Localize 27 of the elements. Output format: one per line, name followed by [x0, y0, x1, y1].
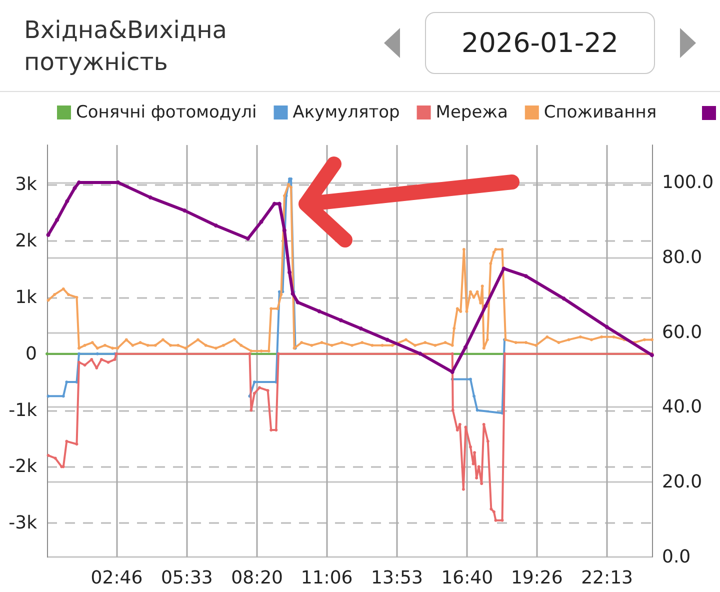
x-tick-label: 11:06: [300, 568, 353, 588]
legend-label: Мережа: [436, 102, 508, 122]
y-tick-label: 0: [26, 343, 37, 364]
legend-label: Сонячні фотомодулі: [76, 102, 257, 122]
x-tick-label: 16:40: [441, 568, 494, 588]
y2-tick-label: 60.0: [662, 322, 702, 343]
y2-tick-label: 80.0: [662, 246, 702, 268]
chart-subtitle: 2026-01-22: [425, 12, 655, 74]
x-tick-label: 22:13: [581, 568, 633, 588]
y-tick-label: 3k: [15, 174, 38, 196]
x-tick-label: 19:26: [510, 568, 563, 588]
x-tick-label: 02:46: [90, 568, 143, 588]
x-tick-label: 05:33: [160, 568, 213, 588]
y-tick-label: -1k: [8, 400, 38, 421]
legend-label: Споживання: [544, 102, 657, 122]
legend-label: Акумулятор: [292, 102, 400, 122]
y-tick-label: -2k: [8, 456, 38, 478]
x-tick-label: 08:20: [231, 568, 284, 588]
y2-tick-label: 40.0: [662, 396, 702, 418]
x-tick-label: 13:53: [371, 568, 423, 588]
y2-tick-label: 0.0: [662, 546, 691, 568]
y-tick-label: 1k: [15, 286, 38, 308]
y-tick-label: -3k: [8, 512, 38, 534]
y-tick-label: 2k: [15, 230, 38, 252]
y2-tick-label: 100.0: [662, 172, 714, 193]
y2-tick-label: 20.0: [662, 472, 702, 493]
chart-title: Вхідна&Вихідна потужність: [24, 15, 228, 78]
